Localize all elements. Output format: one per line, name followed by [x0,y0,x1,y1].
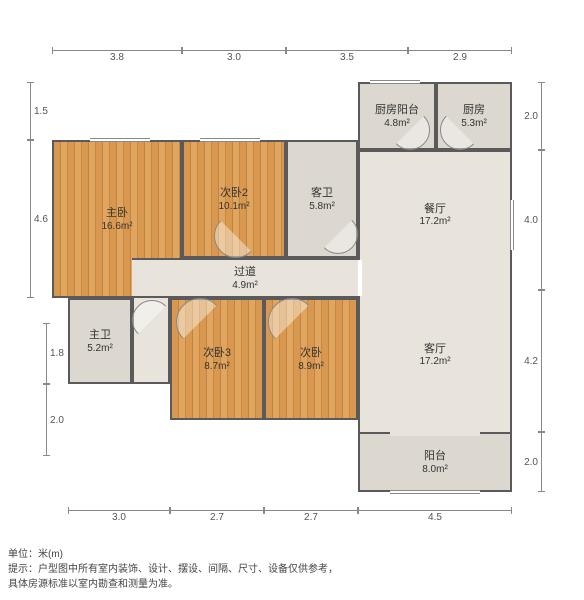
room-name: 厨房 [463,103,485,117]
room-area: 5.8m² [309,201,335,212]
dim-label: 4.0 [524,215,538,226]
room-name: 客卫 [311,186,333,200]
room-name: 餐厅 [360,202,510,216]
room-area: 17.2m² [360,356,510,367]
window [90,138,150,142]
room-area: 16.6m² [101,221,132,232]
dim-label: 4.6 [34,214,48,225]
room-area: 8.7m² [204,361,230,372]
room-name: 过道 [234,265,256,279]
dim-label: 1.8 [50,348,64,359]
room-area: 17.2m² [360,216,510,227]
window [370,80,420,84]
room-area: 8.0m² [422,464,448,475]
dim-left-1: 1.5 [30,82,48,140]
dim-right-3: 4.2 [520,290,542,432]
footer-note2: 具体房源标准以室内勘查和测量为准。 [8,577,338,592]
room-name: 次卧3 [203,346,231,360]
room-area: 4.9m² [232,280,258,291]
footer-unit: 单位：米(m) [8,547,338,562]
dim-right-1: 2.0 [520,82,542,150]
dim-bottom-3: 2.7 [264,510,358,523]
dim-label: 3.0 [227,52,241,63]
dim-left-2: 4.6 [30,140,48,298]
room-area: 10.1m² [218,201,249,212]
room-area: 5.3m² [461,118,487,129]
dim-label: 2.7 [304,512,318,523]
room-master-bath: 主卫 5.2m² [68,298,132,384]
dim-bottom-4: 4.5 [358,510,512,523]
dim-right-4: 2.0 [520,432,542,492]
room-area: 4.8m² [384,118,410,129]
dim-label: 4.5 [428,512,442,523]
footer: 单位：米(m) 提示：户型图中所有室内装饰、设计、摆设、间隔、尺寸、设备仅供参考… [8,547,338,592]
dim-label: 3.0 [112,512,126,523]
room-area: 8.9m² [298,361,324,372]
room-area: 5.2m² [87,343,113,354]
window [200,138,260,142]
dim-label: 1.5 [34,106,48,117]
dim-top-4: 2.9 [408,50,512,63]
room-balcony: 阳台 8.0m² [358,432,512,492]
dim-bottom-1: 3.0 [68,510,170,523]
dim-label: 2.0 [524,457,538,468]
footer-note1: 提示：户型图中所有室内装饰、设计、摆设、间隔、尺寸、设备仅供参考， [8,562,338,577]
room-name: 厨房阳台 [375,103,419,117]
window [390,490,480,494]
room-name: 主卫 [89,328,111,342]
room-name: 主卧 [106,206,128,220]
dim-label: 3.8 [110,52,124,63]
dim-right-2: 4.0 [520,150,542,290]
dim-top-2: 3.0 [182,50,286,63]
room-name: 阳台 [424,449,446,463]
dim-bottom-2: 2.7 [170,510,264,523]
dim-label: 2.9 [453,52,467,63]
floorplan-canvas: 3.8 3.0 3.5 2.9 厨房阳台 4.8m² 厨房 5.3m² 主卧 1… [0,0,584,600]
opening [390,432,480,436]
dim-top-3: 3.5 [286,50,408,63]
opening [358,260,362,296]
dim-label: 3.5 [340,52,354,63]
dim-left-3: 1.8 [46,323,64,384]
dim-label: 2.0 [524,111,538,122]
room-name: 次卧 [300,346,322,360]
dim-left-4: 2.0 [46,384,64,456]
dim-label: 2.0 [50,415,64,426]
room-corridor: 过道 4.9m² [132,258,358,298]
room-name: 客厅 [360,342,510,356]
dim-top-1: 3.8 [52,50,182,63]
dim-label: 4.2 [524,356,538,367]
room-name: 次卧2 [220,186,248,200]
dim-label: 2.7 [210,512,224,523]
room-dining-living: 餐厅 17.2m² 客厅 17.2m² [358,150,512,432]
window [510,200,514,250]
